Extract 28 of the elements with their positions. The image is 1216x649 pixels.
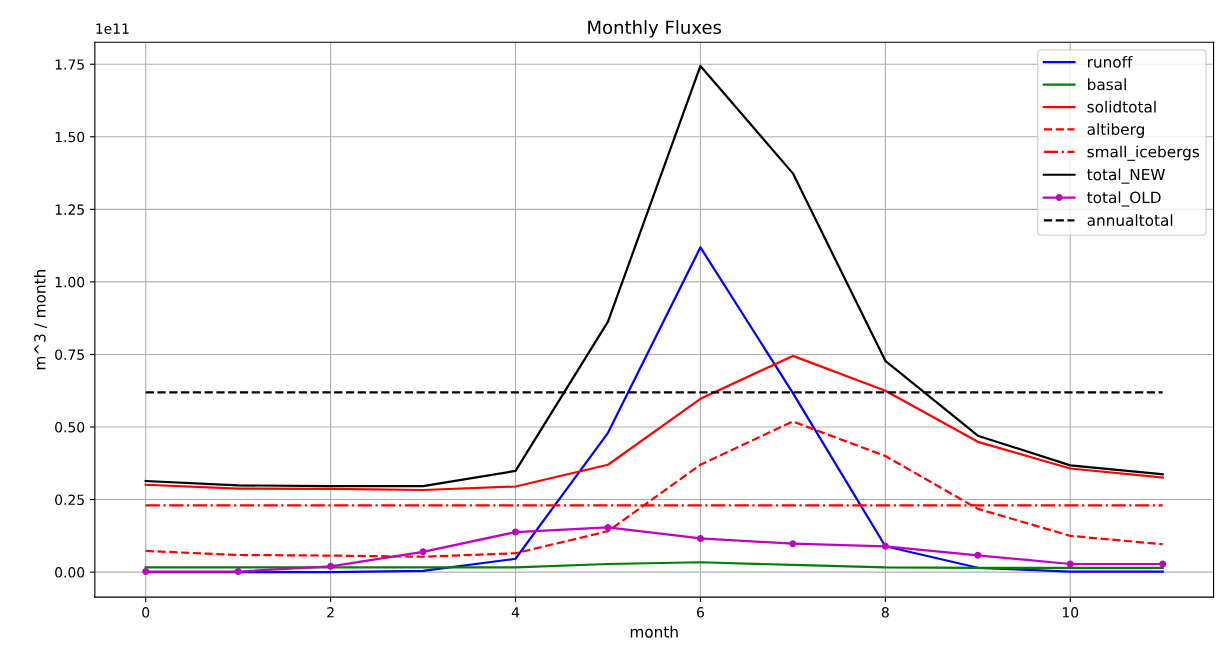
- y-tick-label: 0.75: [55, 349, 84, 360]
- y-tick-label: 0.00: [55, 567, 85, 578]
- x-tick-label: 10: [1062, 607, 1079, 618]
- y-axis-title: m^3 / month: [33, 270, 47, 370]
- legend-label: runoff: [1088, 55, 1133, 68]
- y-tick-label: 0.50: [55, 421, 85, 433]
- legend-label: basal: [1088, 78, 1126, 91]
- y-tick-label: 1.75: [55, 59, 84, 70]
- x-tick-label: 8: [881, 607, 889, 618]
- legend-label: total_OLD: [1087, 191, 1161, 207]
- legend-label: small_icebergs: [1087, 145, 1200, 161]
- legend-label: annualtotal: [1087, 214, 1173, 227]
- y-tick-label: 0.25: [55, 494, 84, 506]
- legend-label: altiberg: [1087, 123, 1144, 138]
- chart-title: Monthly Fluxes: [588, 20, 722, 38]
- legend-label: solidtotal: [1087, 100, 1156, 113]
- y-tick-label: 1.00: [55, 276, 85, 288]
- y-tick-label: 1.25: [55, 204, 84, 215]
- x-axis-title: month: [630, 625, 678, 638]
- line-series: [144, 420, 1164, 558]
- legend-label: total_NEW: [1087, 168, 1165, 184]
- x-tick-label: 0: [142, 607, 150, 618]
- x-tick-label: 2: [327, 607, 334, 618]
- x-tick-label: 6: [696, 607, 704, 618]
- y-tick-label: 1.50: [55, 131, 85, 143]
- x-tick-label: 4: [511, 607, 520, 618]
- line-series: [144, 354, 1164, 492]
- text: 1e11: [96, 23, 129, 34]
